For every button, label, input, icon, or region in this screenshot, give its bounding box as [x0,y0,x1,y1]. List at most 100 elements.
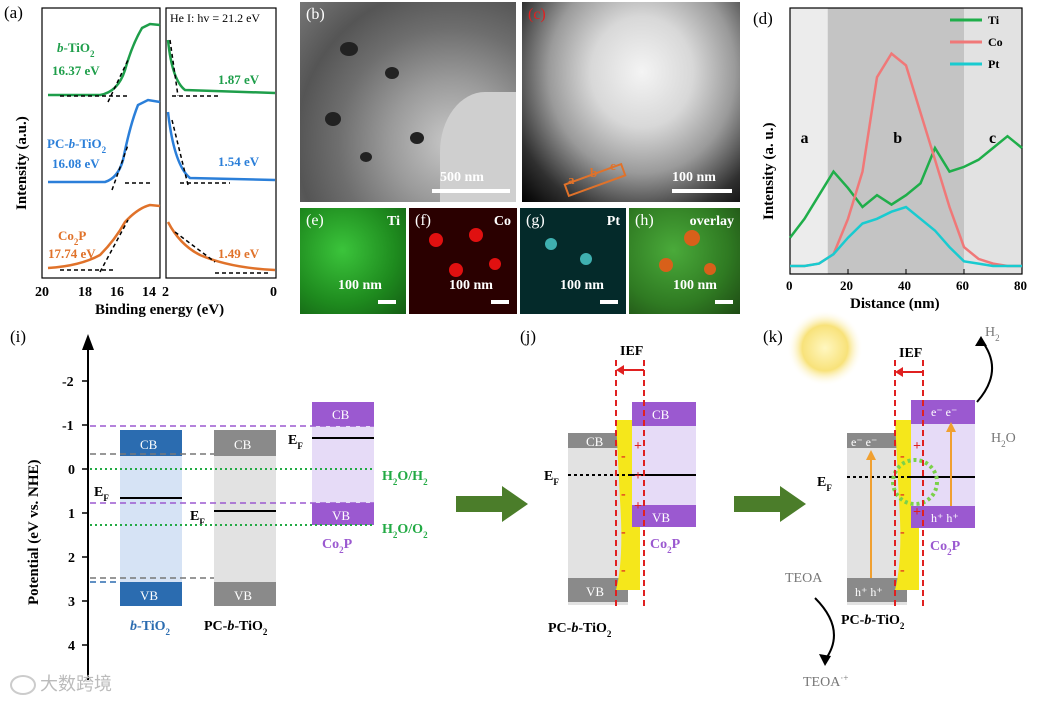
xtick-label: 80 [1014,278,1027,293]
panel-i-label: (i) [10,327,26,346]
map-overlay-element: overlay [689,214,734,229]
map-ti-label: (e) [306,212,324,229]
svg-text:-: - [900,449,905,464]
sun-icon [787,310,863,386]
h2-evolution-arrow [976,339,994,403]
pcbtio2-cutoff-value: 16.08 eV [52,156,100,171]
panel-a-ups: (a) He I: hv = 21.2 eV b-TiO2 16.37 eV 1… [4,3,277,318]
pcbtio2-edge-value: 1.54 eV [218,154,260,169]
pcbtio2-bandgap [214,430,276,605]
pcbtio2-ef-label: EF [190,509,205,527]
panel-j-heterojunction: (j) CB VB CB VB EF IEF - - - - + + + Co2P PC-… [520,327,696,639]
svg-text:+: + [913,439,921,454]
map-ti-scale: 100 nm [338,278,382,293]
svg-text:-: - [621,449,626,464]
panel-d-ylabel: Intensity (a. u.) [761,122,777,220]
btio2-cutoff-value: 16.37 eV [52,63,100,78]
map-co-element: Co [493,214,511,229]
btio2-cb-label: CB [140,437,158,452]
tick-16: 16 [110,285,124,300]
co2p-cutoff-curve [47,203,161,270]
map-pt-scale: 100 nm [560,278,604,293]
j-charges: - - - - + + + [621,439,642,578]
j-co2p-cb [632,402,696,426]
h2-product: H2 [985,325,1000,343]
j-tio2-vb-label: VB [586,584,604,599]
h2o-reactant: H2O [991,431,1016,449]
panel-d-linescan: (d) a b c 0 20 40 60 80 Ti Co Pt Intensity (a. u.)… [753,7,1027,312]
co2p-ef-label: EF [288,433,303,451]
svg-text:+: + [913,505,921,520]
region-a-label: a [801,130,809,147]
tick-20: 20 [35,285,49,300]
j-tio2-cb-label: CB [586,434,604,449]
svg-text:-: - [621,563,626,578]
excitation-arrow-head-2-icon [946,422,956,432]
panel-k-mechanism: (k) e⁻ e⁻ h⁺ h⁺ e⁻ e⁻ h⁺ h⁺ EF IEF - - - - … [763,310,1016,690]
panel-a-xlabel: Binding energy (eV) [95,302,224,318]
tick-2: 2 [162,285,169,300]
svg-text:-1: -1 [62,419,74,434]
panel-c-scale-bar [672,189,732,193]
k-charges: - - - - + + [900,439,921,578]
btio2-vb-box [120,582,182,606]
panel-j-label: (j) [520,327,536,346]
map-ti-element: Ti [387,214,400,229]
redox-lines [90,468,374,526]
k-co2p-vb [911,506,975,528]
pcbtio2-edge-curve [166,111,276,182]
panel-i-band-diagram: (i) -2 -1 0 1 2 3 4 Potential (eV vs. NH… [10,327,428,680]
pcbtio2-cb-label: CB [234,437,252,452]
k-tio2-electrons: e⁻ e⁻ [851,435,877,449]
btio2-label: b-TiO2 [57,40,95,59]
charge-transfer-cycle-icon [891,458,939,506]
pcbtio2-label: PC-b-TiO2 [47,136,107,155]
source-label: He I: hv = 21.2 eV [170,11,260,25]
k-tio2-name: PC-b-TiO2 [841,613,905,631]
pcbtio2-vb-box [214,582,276,606]
map-ti: (e) Ti 100 nm [300,208,406,314]
line-scan-box: a b c [563,158,627,198]
map-pt: (g) Pt 100 nm [520,208,626,314]
co2p-cb-label: CB [332,407,350,422]
panel-b-scale-bar [432,189,510,193]
teoa-oxidized: TEOA·+ [803,673,848,690]
svg-text:-2: -2 [62,375,74,390]
co2p-cutoff-value: 17.74 eV [48,246,96,261]
k-ief-boundaries [894,360,924,610]
panel-a-label: (a) [4,3,23,22]
panel-b-label: (b) [306,6,325,23]
legend-co-label: Co [988,35,1003,49]
panel-c-scale-label: 100 nm [672,170,716,185]
axis-arrow-icon [82,334,94,350]
map-overlay-scale: 100 nm [673,278,717,293]
btio2-cutoff-curve [48,22,161,97]
btio2-name: b-TiO2 [130,619,171,637]
scan-label-c: c [610,158,616,173]
panel-a-ylabel: Intensity (a.u.) [14,116,30,210]
panel-i-ylabel: Potential (eV vs. NHE) [26,459,42,605]
k-co2p-cb [911,400,975,424]
svg-text:+: + [634,439,642,454]
co2p-label: Co2P [58,228,86,247]
panel-a-left-frame [41,7,161,279]
svg-text:+: + [634,499,642,514]
co2p-edge-value: 1.49 eV [218,246,260,261]
k-tio2-holes: h⁺ h⁺ [855,585,883,599]
xtick-label: 60 [956,278,969,293]
co2p-name: Co2P [322,537,353,555]
map-co-label: (f) [415,212,431,229]
co2p-vb-label: VB [332,508,350,523]
panel-d-xlabel: Distance (nm) [850,296,940,312]
teoa-oxidation-arrow [814,597,835,661]
panel-b-scale-label: 500 nm [440,170,484,185]
tick-0: 0 [270,285,277,300]
svg-text:2: 2 [68,551,75,566]
btio2-bandgap [120,430,182,605]
k-ief-arrow-icon [895,367,903,377]
xtick-label: 0 [786,278,793,293]
svg-text:-: - [900,487,905,502]
j-ief-boundaries [615,360,645,610]
region-b-bg [827,8,964,274]
reference-lines [90,425,374,583]
